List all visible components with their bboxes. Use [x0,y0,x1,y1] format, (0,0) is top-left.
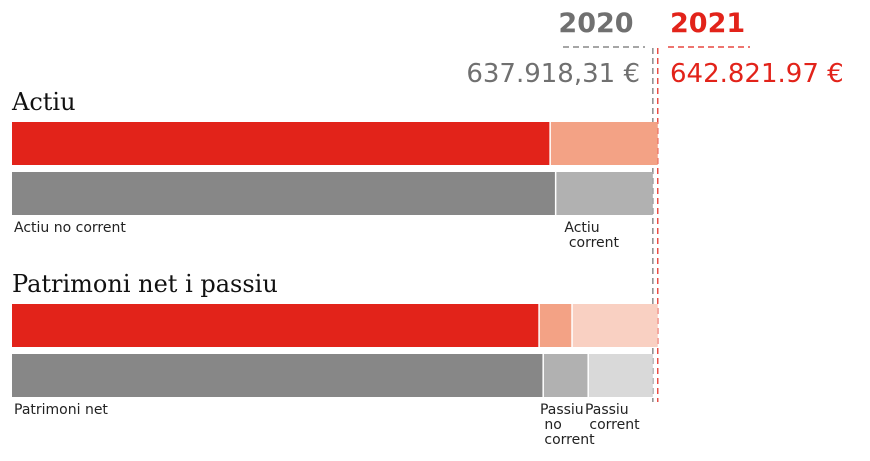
group-title: Patrimoni net i passiu [12,270,278,298]
bar-segment [12,122,550,165]
bar-segment [12,354,543,397]
bar-segment [556,172,653,215]
segment-label: Actiu corrent [564,220,619,251]
total-label: 637.918,31 € [466,59,640,89]
bar-segment [12,172,555,215]
bar-segment [550,122,658,165]
segment-label: Actiu no corrent [14,220,126,236]
bar-segment [543,354,588,397]
year-label: 2021 [670,8,745,39]
group-title: Actiu [11,88,76,116]
bar-segment [588,354,653,397]
segment-label: Passiu no corrent [540,402,595,448]
segment-label: Patrimoni net [14,402,108,418]
bar-segment [572,304,658,347]
segment-label: Passiu corrent [585,402,640,433]
year-label: 2020 [558,8,633,39]
bar-segment [539,304,572,347]
bar-segment [12,304,539,347]
total-label: 642.821.97 € [670,59,844,89]
